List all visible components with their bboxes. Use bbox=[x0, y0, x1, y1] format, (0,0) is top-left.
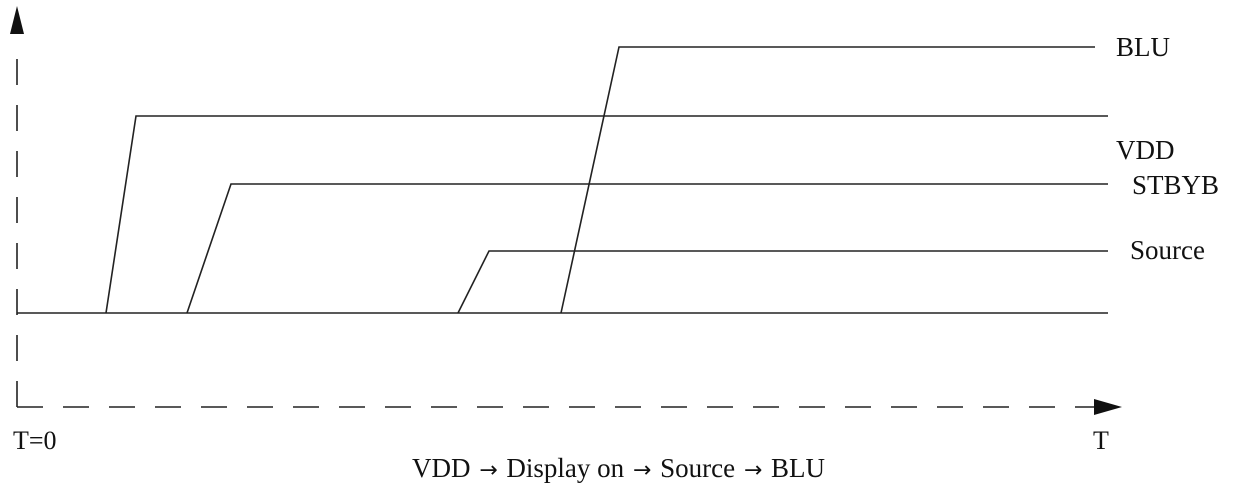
blu-label: BLU bbox=[1116, 32, 1170, 62]
caption-step-display-on: Display on bbox=[506, 453, 625, 483]
time-axis-label: T bbox=[1093, 426, 1109, 455]
time-axis-arrowhead bbox=[1094, 399, 1122, 415]
caption-arrow-3: → bbox=[743, 458, 763, 483]
sequence-caption: VDD → Display on → Source → BLU bbox=[0, 455, 1237, 482]
caption-arrow-2: → bbox=[632, 458, 652, 483]
source-label: Source bbox=[1130, 235, 1205, 265]
vdd-waveform bbox=[105, 115, 1108, 314]
caption-arrow-1: → bbox=[479, 458, 498, 483]
stbyb-waveform bbox=[186, 183, 1108, 314]
caption-step-blu: BLU bbox=[771, 453, 826, 483]
vdd-label: VDD bbox=[1116, 135, 1175, 165]
vertical-axis-arrowhead bbox=[10, 6, 24, 34]
origin-label: T=0 bbox=[13, 426, 57, 455]
source-waveform bbox=[457, 250, 1108, 314]
caption-step-source: Source bbox=[660, 453, 736, 483]
caption-step-vdd: VDD bbox=[411, 453, 471, 483]
blu-waveform bbox=[560, 46, 1095, 314]
stbyb-label: STBYB bbox=[1132, 170, 1220, 200]
